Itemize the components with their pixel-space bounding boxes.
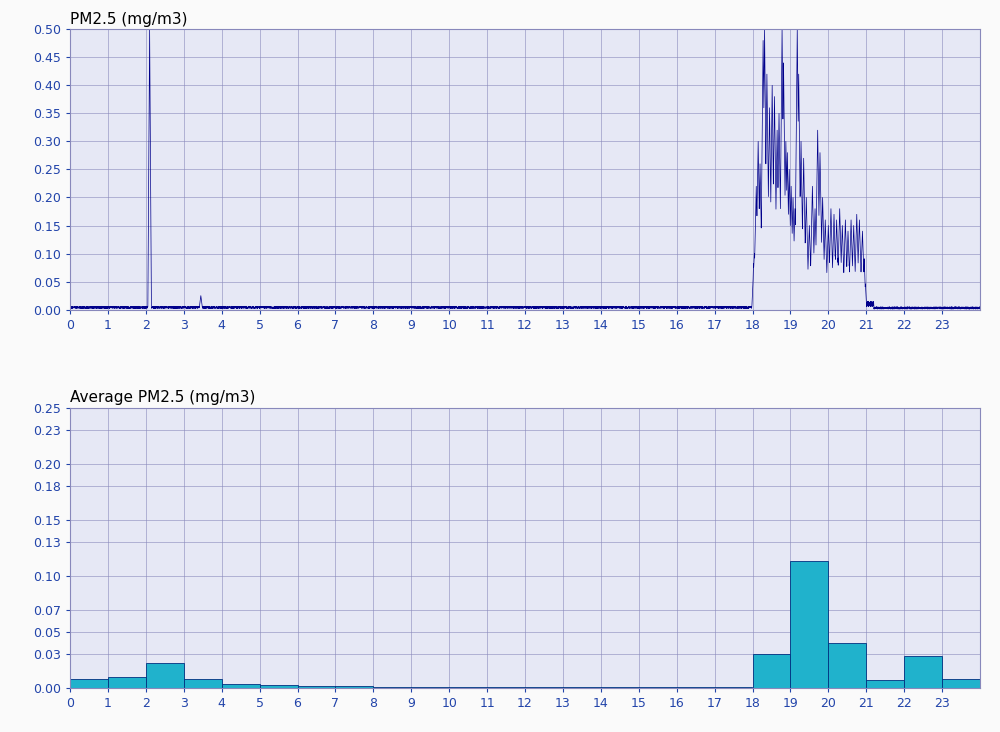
Bar (828, 643, 866, 688)
Bar (70, 679, 108, 688)
Bar (335, 686, 373, 688)
Bar (222, 684, 260, 688)
Bar (677, 687, 715, 688)
Bar (904, 656, 942, 688)
Bar (790, 561, 828, 688)
Bar (411, 687, 449, 688)
Bar (260, 684, 298, 688)
Text: Average PM2.5 (mg/m3): Average PM2.5 (mg/m3) (70, 390, 255, 406)
Bar (298, 686, 335, 688)
Bar (373, 687, 411, 688)
Bar (449, 687, 487, 688)
Bar (525, 687, 563, 688)
Text: PM2.5 (mg/m3): PM2.5 (mg/m3) (70, 12, 188, 27)
Bar (487, 687, 525, 688)
Bar (942, 679, 980, 688)
Bar (753, 654, 790, 688)
Bar (639, 687, 677, 688)
Bar (715, 687, 752, 688)
Bar (563, 687, 601, 688)
Bar (108, 677, 146, 688)
Bar (146, 663, 184, 688)
Bar (184, 679, 222, 688)
Bar (866, 680, 904, 688)
Bar (601, 687, 639, 688)
